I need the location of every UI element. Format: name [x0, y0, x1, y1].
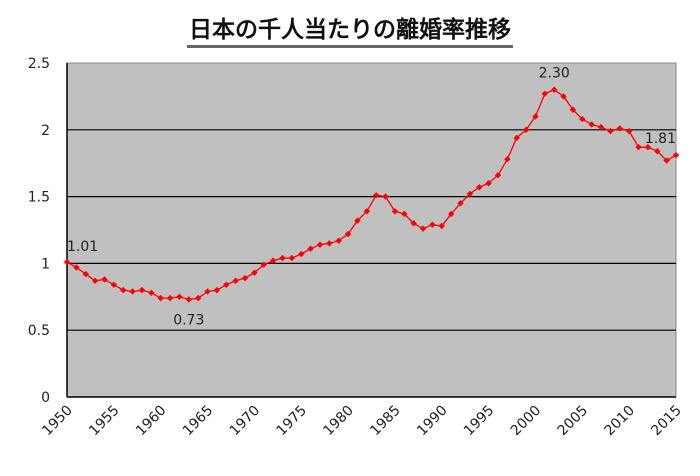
data-point — [551, 86, 558, 93]
data-label: 0.73 — [173, 312, 204, 328]
data-point — [269, 257, 277, 264]
data-point — [110, 281, 118, 288]
data-point — [241, 274, 249, 282]
data-point — [279, 254, 286, 262]
data-point — [419, 225, 427, 232]
data-point — [513, 134, 520, 142]
data-point — [457, 200, 464, 207]
y-tick-label: 2 — [41, 123, 50, 139]
x-tick-label: 1955 — [86, 403, 123, 440]
x-tick-label: 1985 — [367, 403, 404, 440]
data-point — [410, 220, 417, 227]
data-point — [232, 277, 239, 284]
y-tick-label: 1.5 — [28, 190, 50, 206]
data-point — [307, 245, 314, 252]
x-tick-label: 1995 — [461, 403, 498, 440]
plot-area — [66, 62, 677, 398]
data-point — [63, 258, 71, 266]
data-label: 2.30 — [539, 66, 570, 82]
data-point — [176, 293, 183, 300]
data-point — [213, 286, 221, 294]
data-point — [260, 261, 267, 268]
data-point — [354, 217, 361, 224]
data-point — [494, 172, 502, 179]
data-point — [157, 294, 164, 302]
y-tick-label: 0 — [41, 390, 50, 406]
data-point — [485, 180, 492, 187]
x-tick-label: 1950 — [39, 403, 76, 440]
x-tick-label: 1965 — [180, 403, 217, 440]
data-point — [644, 143, 652, 151]
data-point — [166, 294, 174, 302]
chart-title: 日本の千人当たりの離婚率推移 — [0, 10, 700, 48]
x-tick-label: 1960 — [133, 403, 170, 440]
data-point — [672, 151, 680, 159]
data-point — [372, 192, 380, 199]
data-point — [73, 264, 80, 271]
data-point — [148, 289, 155, 296]
x-tick-label: 2005 — [555, 403, 592, 440]
x-tick-label: 1975 — [274, 403, 311, 440]
y-tick-label: 2.5 — [28, 56, 50, 72]
data-point — [82, 270, 89, 278]
data-point — [223, 281, 230, 288]
data-label: 1.81 — [645, 131, 676, 147]
data-point — [654, 147, 661, 155]
data-point — [438, 222, 445, 230]
x-tick-label: 1990 — [414, 403, 451, 440]
y-tick-label: 1 — [41, 256, 50, 272]
data-point — [635, 143, 642, 151]
data-point — [91, 277, 99, 284]
data-point — [504, 155, 511, 163]
data-point — [335, 237, 342, 244]
data-point — [204, 288, 211, 295]
data-point — [382, 193, 389, 200]
data-point — [447, 210, 455, 218]
data-point — [316, 241, 324, 248]
data-point — [251, 269, 258, 276]
data-point — [391, 208, 399, 215]
x-tick-label: 1980 — [320, 403, 357, 440]
data-point — [616, 125, 623, 132]
data-point — [663, 157, 670, 164]
data-point — [625, 127, 633, 135]
data-point — [363, 208, 371, 215]
y-tick-label: 0.5 — [28, 323, 50, 339]
data-point — [607, 127, 614, 135]
data-point — [522, 126, 530, 133]
data-point — [541, 90, 549, 97]
data-point — [560, 93, 567, 100]
data-point — [298, 250, 305, 258]
data-point — [129, 288, 136, 295]
chart-title-text: 日本の千人当たりの離婚率推移 — [187, 17, 513, 48]
x-tick-label: 1970 — [227, 403, 264, 440]
data-point — [429, 221, 436, 228]
data-point — [194, 294, 202, 302]
x-tick-label: 2000 — [508, 403, 545, 440]
data-point — [466, 190, 474, 198]
data-point — [569, 106, 577, 113]
data-point — [185, 296, 192, 303]
data-point — [101, 276, 108, 283]
data-point — [579, 115, 586, 123]
data-point — [401, 210, 408, 218]
data-point — [597, 123, 605, 131]
data-point — [476, 184, 483, 191]
x-tick-label: 2015 — [648, 403, 685, 440]
data-point — [588, 121, 595, 128]
data-label: 1.01 — [67, 239, 98, 255]
data-point — [120, 286, 127, 294]
data-point — [532, 113, 539, 120]
data-point — [326, 240, 333, 247]
x-tick-label: 2010 — [601, 403, 638, 440]
data-point — [138, 286, 146, 294]
data-point — [344, 230, 352, 238]
data-point — [288, 254, 296, 262]
